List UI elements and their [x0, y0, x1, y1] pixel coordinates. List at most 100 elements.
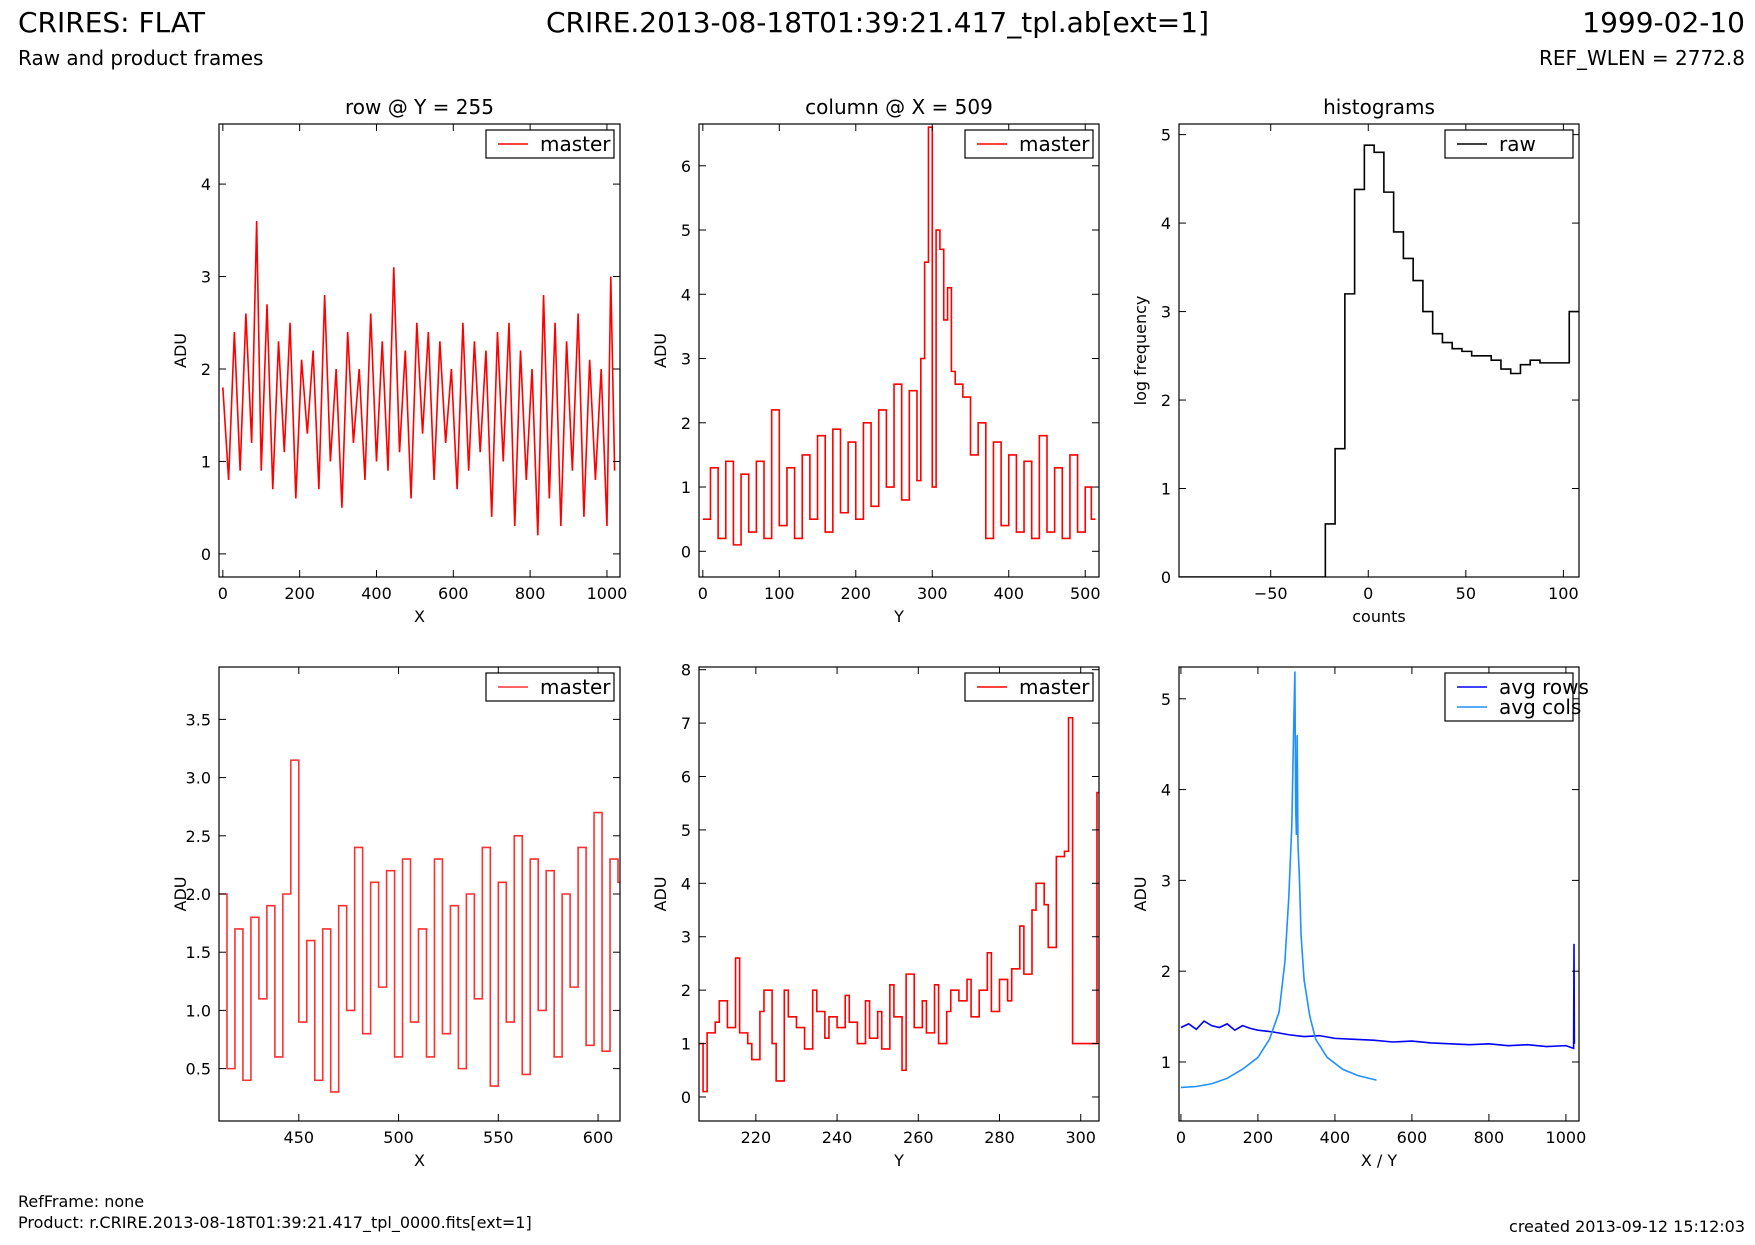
x-tick-label: 500 — [1070, 584, 1101, 603]
x-axis-label: counts — [1352, 607, 1405, 626]
y-tick-label: 1 — [681, 1035, 691, 1054]
product-name: Product: r.CRIRE.2013-08-18T01:39:21.417… — [18, 1213, 532, 1232]
x-tick-label: 0 — [218, 584, 228, 603]
y-axis-label: ADU — [651, 333, 670, 368]
x-tick-label: 260 — [903, 1128, 934, 1147]
y-tick-label: 6 — [681, 767, 691, 786]
legend: master — [964, 129, 1094, 159]
x-tick-label: 200 — [1243, 1128, 1274, 1147]
x-tick-label: 200 — [284, 584, 315, 603]
series-raw-line — [1179, 144, 1579, 577]
panel-column: 0 100 200 300 400 500 0 1 2 3 4 5 6 column @ X = 509 Y… — [651, 95, 1101, 626]
y-axis-label: ADU — [651, 877, 670, 912]
y-tick-label: 4 — [201, 175, 211, 194]
x-tick-label: 100 — [764, 584, 795, 603]
legend-label: master — [1019, 132, 1090, 156]
series-avg-cols-line — [1180, 671, 1377, 1089]
legend-label: avg rows — [1499, 675, 1589, 699]
x-tick-label: 400 — [993, 584, 1024, 603]
x-tick-label: 400 — [361, 584, 392, 603]
legend: raw — [1444, 129, 1574, 159]
y-tick-label: 3.5 — [186, 710, 211, 729]
x-tick-label: 400 — [1320, 1128, 1351, 1147]
x-axis-label: X / Y — [1361, 1151, 1398, 1170]
y-tick-label: 4 — [1161, 214, 1171, 233]
y-tick-label: 1.5 — [186, 943, 211, 962]
y-tick-label: 3 — [1161, 303, 1171, 322]
y-tick-label: 2 — [1161, 391, 1171, 410]
y-tick-label: 0 — [201, 545, 211, 564]
x-tick-label: 50 — [1456, 584, 1476, 603]
x-tick-label: 280 — [984, 1128, 1015, 1147]
legend: master — [964, 672, 1094, 702]
x-tick-label: 800 — [1474, 1128, 1505, 1147]
y-axis-label: ADU — [1131, 877, 1150, 912]
legend-label: master — [1019, 675, 1090, 699]
y-tick-label: 1 — [201, 452, 211, 471]
y-tick-label: 1 — [1161, 1053, 1171, 1072]
y-tick-label: 2 — [681, 981, 691, 1000]
series-master-line — [699, 716, 1099, 1093]
x-tick-label: 0 — [1363, 584, 1373, 603]
y-tick-label: 4 — [681, 874, 691, 893]
x-tick-label: 600 — [438, 584, 469, 603]
x-tick-label: −50 — [1254, 584, 1288, 603]
panel-title: row @ Y = 255 — [345, 95, 494, 119]
legend-label: master — [540, 675, 611, 699]
y-tick-label: 8 — [681, 661, 691, 680]
x-tick-label: 220 — [741, 1128, 772, 1147]
legend-label: master — [540, 132, 611, 156]
y-tick-label: 3 — [201, 268, 211, 287]
y-tick-label: 3 — [681, 928, 691, 947]
x-tick-label: 1000 — [587, 584, 628, 603]
y-tick-label: 4 — [681, 285, 691, 304]
panel-title: column @ X = 509 — [805, 95, 993, 119]
file-name: CRIRE.2013-08-18T01:39:21.417_tpl.ab[ext… — [545, 6, 1209, 39]
y-tick-label: 2 — [681, 414, 691, 433]
x-axis-label: Y — [893, 1151, 904, 1170]
y-tick-label: 0 — [1161, 568, 1171, 587]
x-tick-label: 0 — [1176, 1128, 1186, 1147]
series-avg-rows-line — [1180, 943, 1576, 1050]
plot-frame — [698, 666, 1100, 1122]
x-tick-label: 600 — [583, 1128, 614, 1147]
y-axis-label: ADU — [171, 877, 190, 912]
y-axis-label: ADU — [171, 333, 190, 368]
y-tick-label: 3 — [681, 350, 691, 369]
panel-title: histograms — [1323, 95, 1435, 119]
y-tick-label: 5 — [681, 821, 691, 840]
x-tick-label: 100 — [1548, 584, 1579, 603]
y-tick-label: 5 — [681, 221, 691, 240]
y-tick-label: 6 — [681, 157, 691, 176]
y-tick-label: 3.0 — [186, 769, 211, 788]
y-tick-label: 4 — [1161, 781, 1171, 800]
x-axis-label: Y — [893, 607, 904, 626]
y-tick-label: 2 — [201, 360, 211, 379]
panel-histogram: −50 0 50 100 0 1 2 3 4 5 histograms counts log frequ… — [1131, 95, 1580, 626]
ref-wlen: REF_WLEN = 2772.8 — [1538, 46, 1745, 70]
x-axis-label: X — [414, 1151, 425, 1170]
y-tick-label: 0 — [681, 542, 691, 561]
x-tick-label: 300 — [917, 584, 948, 603]
legend: master — [485, 129, 615, 159]
y-tick-label: 2 — [1161, 962, 1171, 981]
report-title: CRIRES: FLAT — [18, 6, 205, 39]
y-tick-label: 2.0 — [186, 885, 211, 904]
y-tick-label: 0.5 — [186, 1060, 211, 1079]
panel-row: 0 200 400 600 800 1000 0 1 2 3 4 row @ Y = 255 X ADU m… — [171, 95, 627, 626]
y-tick-label: 0 — [681, 1088, 691, 1107]
plot-frame — [698, 123, 1100, 578]
x-tick-label: 200 — [841, 584, 872, 603]
plot-frame — [218, 666, 621, 1122]
series-master-line — [702, 126, 1096, 546]
ref-frame: RefFrame: none — [18, 1192, 145, 1211]
y-tick-label: 3 — [1161, 871, 1171, 890]
plot-frame — [1178, 123, 1580, 578]
y-tick-label: 1.0 — [186, 1001, 211, 1020]
report-subtitle: Raw and product frames — [18, 46, 264, 70]
x-tick-label: 600 — [1397, 1128, 1428, 1147]
report-date: 1999-02-10 — [1582, 6, 1745, 39]
panel-row-zoom: 450 500 550 600 0.5 1.0 1.5 2.0 2.5 3.0 3.5 X ADU mas… — [171, 666, 621, 1170]
